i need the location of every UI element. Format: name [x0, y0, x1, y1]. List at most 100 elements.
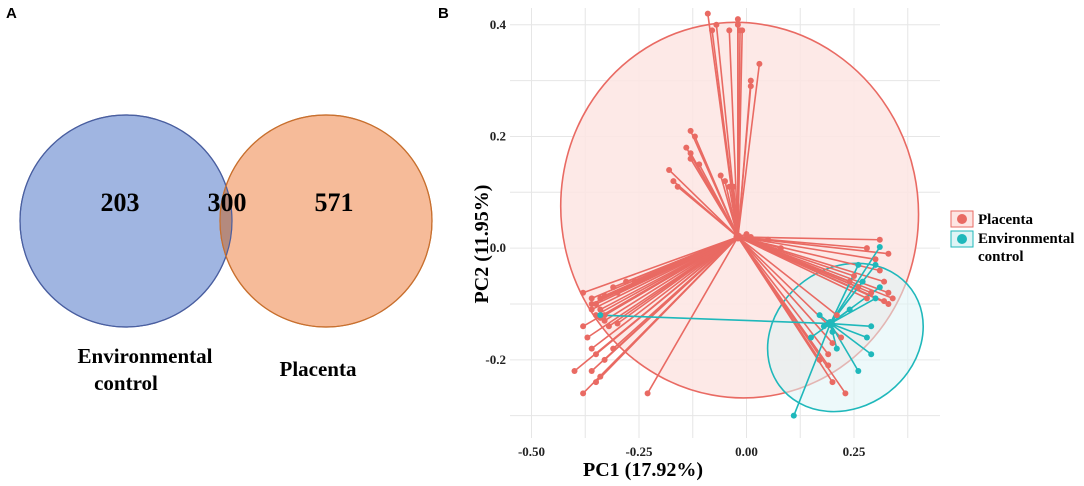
point-placenta: [588, 300, 595, 307]
ray-placenta: [668, 169, 739, 238]
point-placenta: [580, 390, 587, 397]
point-placenta: [825, 351, 832, 358]
point-placenta: [881, 298, 888, 305]
legend-key-placenta-dot: [957, 214, 967, 224]
legend-label-placenta: Placenta: [978, 212, 1033, 228]
ray-placenta: [677, 186, 739, 238]
point-placenta: [588, 367, 595, 374]
ray-placenta: [737, 236, 834, 344]
ray-placenta: [698, 163, 739, 238]
point-placenta: [747, 233, 754, 240]
y-tick-label: 0.0: [490, 240, 506, 255]
panel-label-a: A: [6, 5, 17, 22]
x-tick-label: -0.25: [625, 444, 653, 459]
venn-label-placenta: Placenta: [280, 357, 357, 381]
ray-placenta: [646, 236, 739, 394]
y-tick-label: 0.4: [490, 17, 507, 32]
point-placenta: [842, 390, 849, 397]
point-placenta: [851, 273, 857, 280]
point-placenta: [829, 340, 836, 347]
point-placenta: [868, 289, 875, 296]
point-environmental-control: [855, 367, 862, 374]
point-environmental-control: [863, 334, 870, 341]
centroid-environmental-control: [825, 319, 835, 329]
point-placenta: [601, 317, 608, 324]
point-placenta: [584, 334, 591, 341]
point-placenta: [747, 77, 754, 84]
point-environmental-control: [816, 312, 823, 319]
point-placenta: [631, 278, 638, 285]
venn-count-placenta-only: 571: [315, 188, 354, 217]
point-environmental-control: [790, 412, 797, 419]
venn-outline-environmental-control: [19, 114, 233, 328]
point-placenta: [855, 284, 862, 291]
ray-placenta: [737, 236, 850, 283]
ray-placenta: [599, 236, 739, 311]
point-placenta: [885, 250, 892, 257]
point-placenta: [734, 16, 741, 23]
point-placenta: [726, 183, 733, 190]
point-placenta: [863, 295, 870, 302]
ray-placenta: [737, 236, 838, 316]
venn-count-environmental-only: 203: [101, 188, 140, 217]
ray-placenta: [737, 30, 741, 237]
ray-environmental-control: [829, 246, 881, 324]
ray-placenta: [573, 236, 739, 372]
point-environmental-control: [829, 328, 836, 335]
ray-environmental-control: [829, 322, 872, 355]
panel-label-b: B: [438, 5, 449, 22]
point-placenta: [833, 312, 840, 319]
point-placenta: [709, 27, 716, 34]
point-placenta: [580, 289, 587, 296]
point-placenta: [696, 161, 703, 168]
point-placenta: [889, 295, 896, 302]
ray-placenta: [737, 236, 889, 255]
ray-placenta: [737, 236, 880, 241]
point-placenta: [881, 278, 888, 285]
ray-environmental-control: [793, 323, 832, 416]
venn-label-environmental-line1: Environmental: [78, 344, 213, 368]
point-environmental-control: [855, 261, 862, 268]
point-placenta: [588, 295, 595, 302]
ray-environmental-control: [829, 297, 876, 325]
ray-placenta: [737, 236, 842, 339]
ray-placenta: [689, 158, 739, 238]
ray-placenta: [604, 236, 739, 316]
point-placenta: [597, 295, 604, 302]
point-placenta: [593, 351, 599, 358]
ray-placenta: [582, 236, 739, 394]
ray-placenta: [737, 236, 868, 300]
point-environmental-control: [868, 323, 875, 330]
venn-outline-placenta: [219, 114, 433, 328]
point-placenta: [623, 278, 630, 285]
point-placenta: [601, 356, 608, 363]
point-placenta: [666, 166, 673, 173]
ray-placenta: [737, 236, 829, 355]
legend-key-environmental-dot: [957, 234, 967, 244]
ray-placenta: [694, 136, 739, 238]
point-placenta: [580, 323, 587, 330]
point-placenta: [593, 379, 599, 386]
venn-diagram: 203 300 571 Environmental control Placen…: [19, 114, 433, 395]
axis-ticks: -0.50 -0.25 0.00 0.25 0.4 0.2 0.0 -0.2: [485, 17, 865, 459]
venn-count-shared: 300: [208, 188, 247, 217]
point-placenta: [885, 300, 892, 307]
point-placenta: [846, 278, 853, 285]
ray-placenta: [612, 236, 739, 350]
point-placenta: [588, 306, 595, 313]
point-environmental-control: [833, 345, 840, 352]
point-environmental-control: [820, 323, 827, 330]
point-placenta: [829, 379, 836, 386]
point-environmental-control: [846, 306, 853, 313]
point-placenta: [765, 236, 771, 243]
point-placenta: [743, 231, 750, 238]
point-placenta: [687, 150, 694, 157]
point-placenta: [610, 345, 617, 352]
point-placenta: [601, 312, 608, 319]
x-tick-label: 0.25: [843, 444, 866, 459]
point-placenta: [747, 83, 754, 90]
point-placenta: [683, 144, 690, 151]
ray-placenta: [711, 30, 739, 238]
point-placenta: [593, 300, 599, 307]
point-placenta: [872, 256, 879, 263]
